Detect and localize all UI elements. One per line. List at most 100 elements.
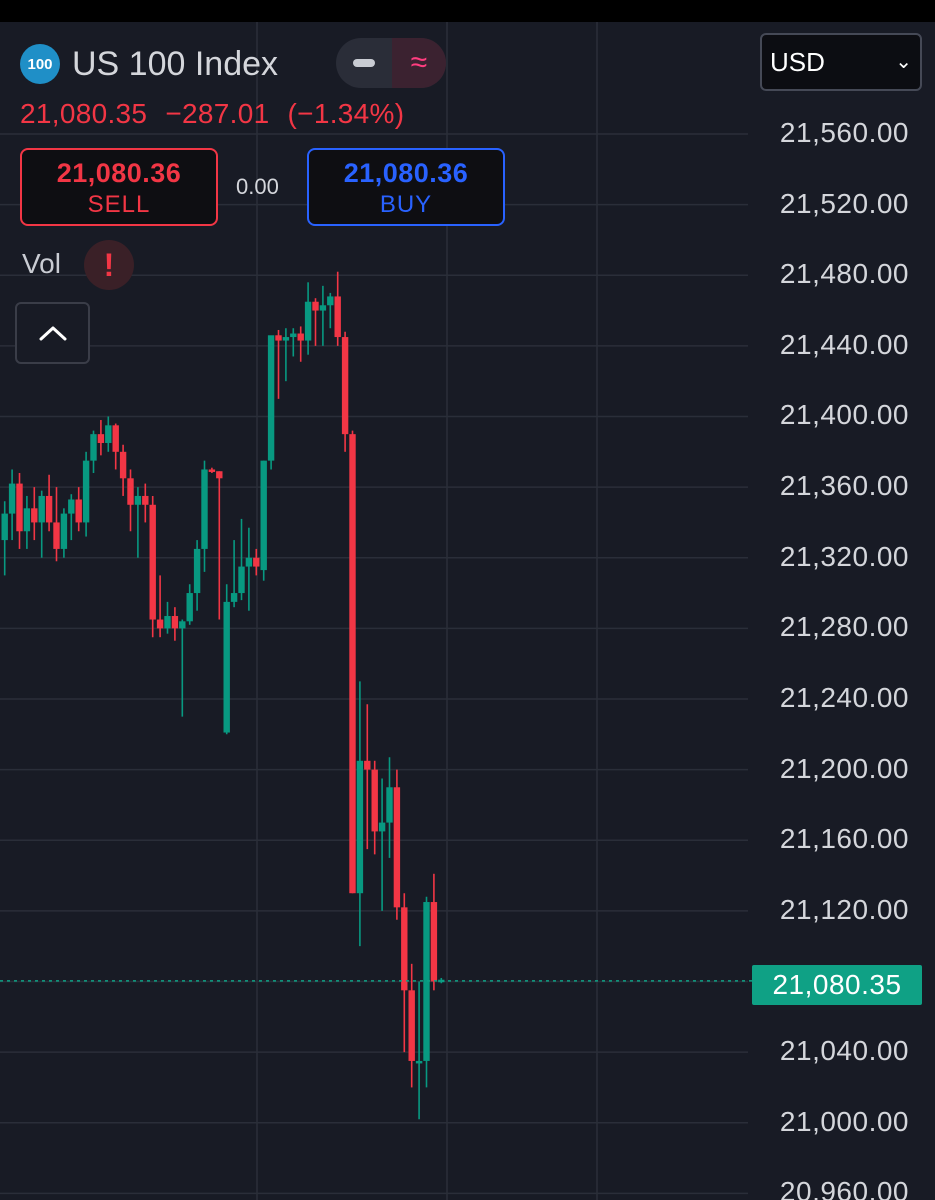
candle xyxy=(23,495,31,549)
candle-body xyxy=(304,301,312,341)
sell-button[interactable]: 21,080.36 SELL xyxy=(20,148,218,226)
instrument-name[interactable]: US 100 Index xyxy=(72,44,279,83)
candle xyxy=(201,460,208,572)
candle-body xyxy=(68,499,75,514)
candle xyxy=(97,420,105,456)
last-price-tag: 21,080.35 xyxy=(752,965,922,1005)
candle xyxy=(334,271,341,346)
candle-body xyxy=(341,337,349,435)
y-tick-label: 21,320.00 xyxy=(779,540,909,572)
chart-style-toggle[interactable]: ≈ xyxy=(336,38,446,88)
candle-body xyxy=(327,296,334,306)
candle xyxy=(149,495,156,638)
candle-body xyxy=(356,760,364,894)
buy-button[interactable]: 21,080.36 BUY xyxy=(307,148,505,226)
candle xyxy=(401,893,408,1053)
collapse-button[interactable] xyxy=(15,302,90,364)
candle xyxy=(53,487,60,562)
candle-body xyxy=(393,787,401,908)
candle xyxy=(260,460,267,581)
y-tick-label: 21,040.00 xyxy=(779,1035,909,1067)
candle-body xyxy=(75,499,82,523)
candle-body xyxy=(334,296,341,338)
y-tick-label: 21,240.00 xyxy=(779,681,909,713)
candle-body xyxy=(156,619,164,629)
candle-body xyxy=(223,601,230,733)
candle xyxy=(75,487,82,532)
candle-body xyxy=(134,495,142,505)
candles xyxy=(1,271,445,1120)
y-tick-label: 20,960.00 xyxy=(779,1176,909,1200)
candle-body xyxy=(408,990,415,1061)
y-tick-label: 21,160.00 xyxy=(779,823,909,855)
candle xyxy=(223,584,230,735)
candle-body xyxy=(149,504,156,620)
exclamation-icon[interactable]: ! xyxy=(84,240,134,290)
candle xyxy=(371,760,378,855)
spread-value: 0.00 xyxy=(236,174,279,199)
currency-select[interactable]: USD ⌄ xyxy=(760,33,922,91)
y-tick-label: 21,000.00 xyxy=(779,1105,909,1137)
candle-body xyxy=(253,557,260,567)
candle-body xyxy=(171,616,179,629)
volume-indicator-label[interactable]: Vol xyxy=(22,248,61,279)
candle-body xyxy=(267,335,275,461)
candle-body xyxy=(142,495,149,505)
y-tick-label: 21,440.00 xyxy=(779,328,909,360)
candle xyxy=(245,527,253,611)
candle xyxy=(82,451,90,537)
candle xyxy=(8,469,16,541)
wave-icon[interactable]: ≈ xyxy=(392,38,446,88)
y-tick-label: 21,120.00 xyxy=(779,893,909,925)
candle xyxy=(356,681,364,947)
candle xyxy=(275,329,282,399)
last-price: 21,080.35 xyxy=(20,98,148,129)
instrument-header[interactable]: 100 US 100 Index xyxy=(20,42,278,86)
candle xyxy=(267,335,275,470)
candle-body xyxy=(45,495,53,523)
candle-body xyxy=(127,478,134,505)
candle xyxy=(90,430,97,473)
candle-body xyxy=(23,508,31,532)
candle xyxy=(179,619,186,717)
candle xyxy=(319,285,327,346)
candle-body xyxy=(349,434,356,894)
line-icon[interactable] xyxy=(336,38,392,88)
y-tick-label: 21,280.00 xyxy=(779,611,909,643)
candle xyxy=(364,704,371,850)
candle xyxy=(304,282,312,355)
candle xyxy=(393,769,401,920)
candle-body xyxy=(282,337,290,341)
instrument-badge: 100 xyxy=(20,44,60,84)
candle xyxy=(408,963,415,1088)
y-tick-label: 21,200.00 xyxy=(779,752,909,784)
candle-body xyxy=(16,483,23,532)
candle xyxy=(378,778,386,911)
candle-body xyxy=(97,434,105,443)
candle xyxy=(134,487,142,558)
candle-body xyxy=(201,469,208,549)
candle xyxy=(193,540,201,611)
chevron-down-icon: ⌄ xyxy=(895,51,912,73)
candle-body xyxy=(186,593,193,622)
candle xyxy=(1,501,8,576)
price-change: −287.01 xyxy=(165,98,270,129)
candle-body xyxy=(60,513,68,549)
candle-body xyxy=(193,548,201,594)
candle-body xyxy=(312,301,319,311)
price-change-percent: (−1.34%) xyxy=(287,98,405,129)
candle xyxy=(290,328,297,357)
candle-body xyxy=(31,508,38,523)
candle-body xyxy=(415,1060,423,1064)
candle-body xyxy=(297,333,304,341)
y-tick-label: 21,400.00 xyxy=(779,399,909,431)
candle-body xyxy=(105,425,112,443)
candle xyxy=(312,298,319,346)
currency-value: USD xyxy=(770,46,825,77)
candle-body xyxy=(1,513,8,541)
candle xyxy=(230,540,238,608)
status-bar xyxy=(0,0,935,22)
candle-body xyxy=(112,425,119,452)
candle xyxy=(186,584,193,625)
